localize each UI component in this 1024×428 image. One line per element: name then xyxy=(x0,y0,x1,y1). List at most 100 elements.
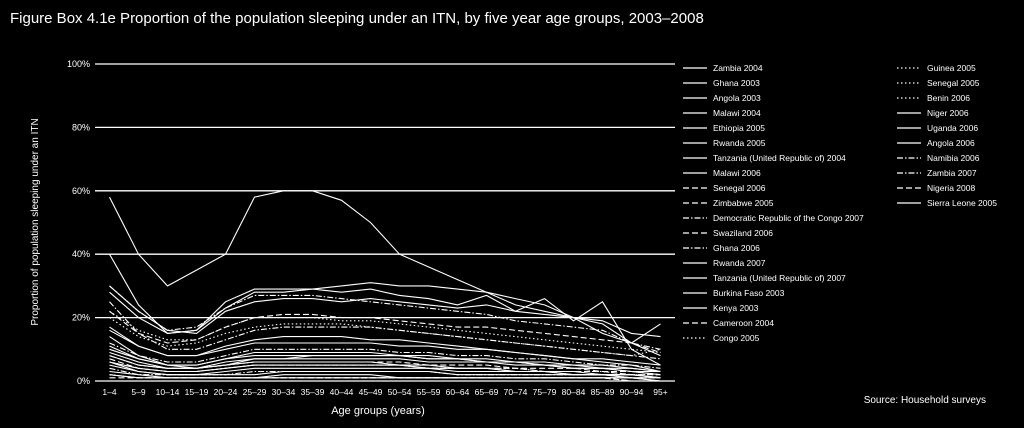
legend-swatch xyxy=(897,186,921,189)
legend-swatch xyxy=(683,96,707,99)
legend-label: Kenya 2003 xyxy=(713,302,759,313)
legend-swatch xyxy=(683,291,707,294)
legend-swatch xyxy=(683,231,707,234)
legend-item: Congo 2005 xyxy=(683,330,898,345)
legend-label: Ghana 2006 xyxy=(713,242,760,253)
x-tick-label: 95+ xyxy=(653,387,667,397)
legend-swatch xyxy=(897,201,921,204)
x-tick-label: 10–14 xyxy=(156,387,180,397)
legend-swatch xyxy=(683,201,707,204)
legend-label: Angola 2006 xyxy=(927,137,975,148)
y-tick-label: 100% xyxy=(67,59,90,69)
y-tick-label: 0% xyxy=(77,376,90,386)
legend-label: Benin 2006 xyxy=(927,92,971,103)
x-tick-label: 55–59 xyxy=(417,387,441,397)
x-tick-label: 60–64 xyxy=(446,387,470,397)
legend-item: Ghana 2006 xyxy=(683,240,898,255)
x-axis-label: Age groups (years) xyxy=(331,405,425,417)
legend-item: Niger 2006 xyxy=(897,105,1017,120)
legend-swatch xyxy=(683,156,707,159)
series-line xyxy=(109,310,661,354)
legend-item: Tanzania (United Republic of) 2004 xyxy=(683,150,898,165)
x-tick-label: 5–9 xyxy=(131,387,145,397)
legend-label: Malawi 2004 xyxy=(713,107,761,118)
series-line xyxy=(109,361,661,379)
legend-label: Sierra Leone 2005 xyxy=(927,197,997,208)
series-line xyxy=(109,342,661,369)
y-axis-ticks: 0% 20% 40% 60% 80% 100% xyxy=(67,59,90,386)
legend-swatch xyxy=(683,186,707,189)
legend-label: Nigeria 2008 xyxy=(927,182,976,193)
legend-swatch xyxy=(897,66,921,69)
legend-item: Tanzania (United Republic of) 2007 xyxy=(683,270,898,285)
legend-item: Ghana 2003 xyxy=(683,75,898,90)
series-line xyxy=(109,301,661,360)
legend-column-2: Guinea 2005 Senegal 2005 Benin 2006 Niger 2… xyxy=(897,60,1017,210)
legend-label: Zambia 2007 xyxy=(927,167,977,178)
chart-title: Figure Box 4.1e Proportion of the popula… xyxy=(10,10,704,27)
legend-item: Angola 2003 xyxy=(683,90,898,105)
legend-label: Burkina Faso 2003 xyxy=(713,287,785,298)
legend-item: Sierra Leone 2005 xyxy=(897,195,1017,210)
legend-column-1: Zambia 2004 Ghana 2003 Angola 2003 Malawi 2… xyxy=(683,60,898,345)
x-axis-ticks: 1–4 5–9 10–14 15–19 20–24 25–29 30–34 35–39 40–4… xyxy=(102,387,667,397)
legend-item: Senegal 2005 xyxy=(897,75,1017,90)
legend-label: Tanzania (United Republic of) 2004 xyxy=(713,152,846,163)
x-tick-label: 85–89 xyxy=(591,387,615,397)
legend-label: Democratic Republic of the Congo 2007 xyxy=(713,212,864,223)
series-line xyxy=(109,190,661,344)
legend-label: Ghana 2003 xyxy=(713,77,760,88)
x-tick-label: 20–24 xyxy=(214,387,238,397)
legend-label: Niger 2006 xyxy=(927,107,969,118)
y-tick-label: 20% xyxy=(72,313,90,323)
x-tick-label: 70–74 xyxy=(504,387,528,397)
legend-label: Congo 2005 xyxy=(713,332,760,343)
x-tick-label: 15–19 xyxy=(185,387,209,397)
y-tick-label: 40% xyxy=(72,249,90,259)
legend-item: Rwanda 2005 xyxy=(683,135,898,150)
legend-item: Senegal 2006 xyxy=(683,180,898,195)
legend-swatch xyxy=(897,126,921,129)
legend-label: Senegal 2005 xyxy=(927,77,980,88)
legend-label: Rwanda 2005 xyxy=(713,137,766,148)
legend-item: Zambia 2004 xyxy=(683,60,898,75)
legend-swatch xyxy=(683,276,707,279)
legend-swatch xyxy=(897,156,921,159)
legend-swatch xyxy=(683,111,707,114)
legend-label: Cameroon 2004 xyxy=(713,317,774,328)
series-line xyxy=(109,355,661,376)
x-tick-label: 80–84 xyxy=(562,387,586,397)
x-tick-label: 30–34 xyxy=(272,387,296,397)
x-tick-label: 75–79 xyxy=(533,387,557,397)
legend-swatch xyxy=(897,141,921,144)
series-line xyxy=(109,361,661,379)
legend-label: Uganda 2006 xyxy=(927,122,979,133)
legend-label: Malawi 2006 xyxy=(713,167,761,178)
y-axis-label: Proportion of population sleeping under … xyxy=(30,118,41,325)
legend-swatch xyxy=(683,81,707,84)
legend-swatch xyxy=(683,321,707,324)
legend-label: Rwanda 2007 xyxy=(713,257,766,268)
y-tick-label: 60% xyxy=(72,186,90,196)
y-tick-label: 80% xyxy=(72,122,90,132)
legend-swatch xyxy=(897,96,921,99)
x-tick-label: 90–94 xyxy=(620,387,644,397)
series-line xyxy=(109,370,661,382)
legend-swatch xyxy=(683,216,707,219)
legend-item: Zimbabwe 2005 xyxy=(683,195,898,210)
legend-label: Tanzania (United Republic of) 2007 xyxy=(713,272,846,283)
legend-swatch xyxy=(683,261,707,264)
source-note: Source: Household surveys xyxy=(863,395,986,406)
series-line xyxy=(109,367,661,379)
legend-label: Namibia 2006 xyxy=(927,152,980,163)
legend-label: Swaziland 2006 xyxy=(713,227,774,238)
series-line xyxy=(109,345,661,373)
series-line xyxy=(109,253,661,366)
legend-swatch xyxy=(683,336,707,339)
legend-swatch xyxy=(897,171,921,174)
legend-item: Angola 2006 xyxy=(897,135,1017,150)
x-tick-label: 50–54 xyxy=(388,387,412,397)
legend-label: Senegal 2006 xyxy=(713,182,766,193)
legend-label: Zambia 2004 xyxy=(713,62,763,73)
